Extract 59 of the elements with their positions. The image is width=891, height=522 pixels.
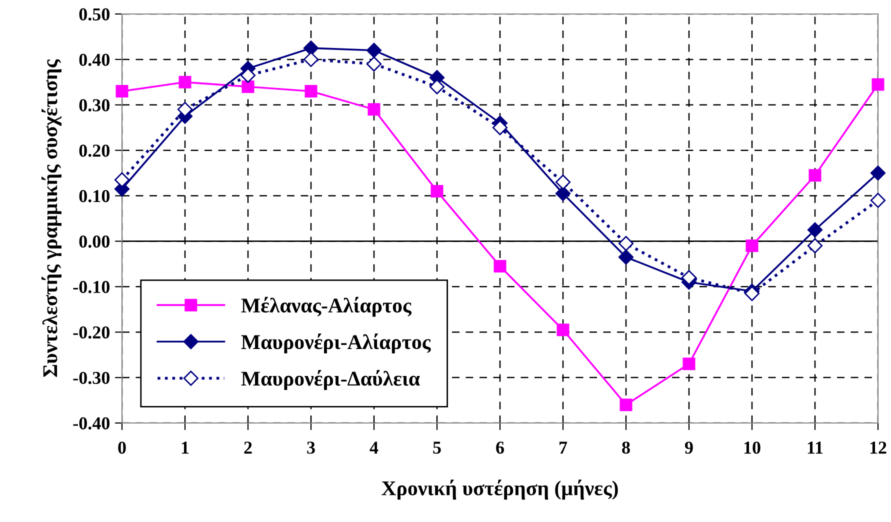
x-tick-label: 8 <box>622 442 630 454</box>
point <box>429 79 445 94</box>
point <box>492 120 508 136</box>
point <box>872 78 884 91</box>
point <box>808 169 822 182</box>
point <box>618 250 634 265</box>
point <box>368 103 380 116</box>
point <box>620 398 632 412</box>
y-tick-label: -0.40 <box>73 417 110 430</box>
point <box>430 184 444 198</box>
x-tick-label: 11 <box>808 442 823 454</box>
point <box>870 165 886 181</box>
point <box>242 80 254 93</box>
point <box>366 56 382 72</box>
point <box>494 260 506 272</box>
y-tick-label: 0.20 <box>79 144 110 157</box>
x-tick-label: 12 <box>870 442 886 454</box>
y-tick-label: -0.30 <box>73 372 110 384</box>
point <box>682 358 696 370</box>
x-tick-label: 1 <box>182 442 189 454</box>
x-tick-label: 3 <box>307 442 315 454</box>
point <box>240 68 256 83</box>
x-tick-label: 2 <box>244 442 252 454</box>
x-axis-title: Χρονική υστέρηση (μήνες) <box>382 480 618 500</box>
y-tick-label: 0.40 <box>79 54 110 66</box>
x-tick-label: 0 <box>118 442 126 454</box>
legend-label: Μαυρονέρι-Αλίαρτος <box>241 333 431 354</box>
point <box>746 240 758 252</box>
y-tick-label: -0.10 <box>73 280 110 294</box>
y-axis-title: Συντελεστής γραμμικής συσχέτισης <box>42 59 62 377</box>
point <box>366 42 382 58</box>
point <box>555 174 571 190</box>
x-tick-label: 5 <box>433 442 441 454</box>
y-tick-label: 0.50 <box>79 8 110 21</box>
y-tick-label: 0.00 <box>79 235 110 248</box>
legend-label: Μέλανας-Αλίαρτος <box>241 296 412 317</box>
legend-label: Μαυρονέρι-Δαύλεια <box>241 370 420 390</box>
y-tick-label: 0.30 <box>79 99 110 112</box>
x-tick-label: 7 <box>560 442 568 454</box>
point <box>807 238 823 254</box>
point <box>116 85 128 98</box>
x-tick-label: 6 <box>496 442 504 454</box>
point <box>618 236 634 252</box>
x-tick-label: 4 <box>370 442 378 454</box>
point <box>681 270 697 286</box>
point <box>114 172 130 188</box>
point <box>555 186 571 202</box>
point <box>807 222 823 238</box>
point <box>303 40 319 56</box>
y-tick-label: 0.10 <box>79 190 110 202</box>
point <box>178 76 192 88</box>
point <box>304 85 318 98</box>
y-tick-label: -0.20 <box>73 326 110 339</box>
point <box>303 52 319 68</box>
x-tick-label: 10 <box>744 442 760 454</box>
x-tick-label: 9 <box>684 442 693 454</box>
point <box>556 324 570 336</box>
point <box>177 102 193 118</box>
point <box>870 192 886 208</box>
